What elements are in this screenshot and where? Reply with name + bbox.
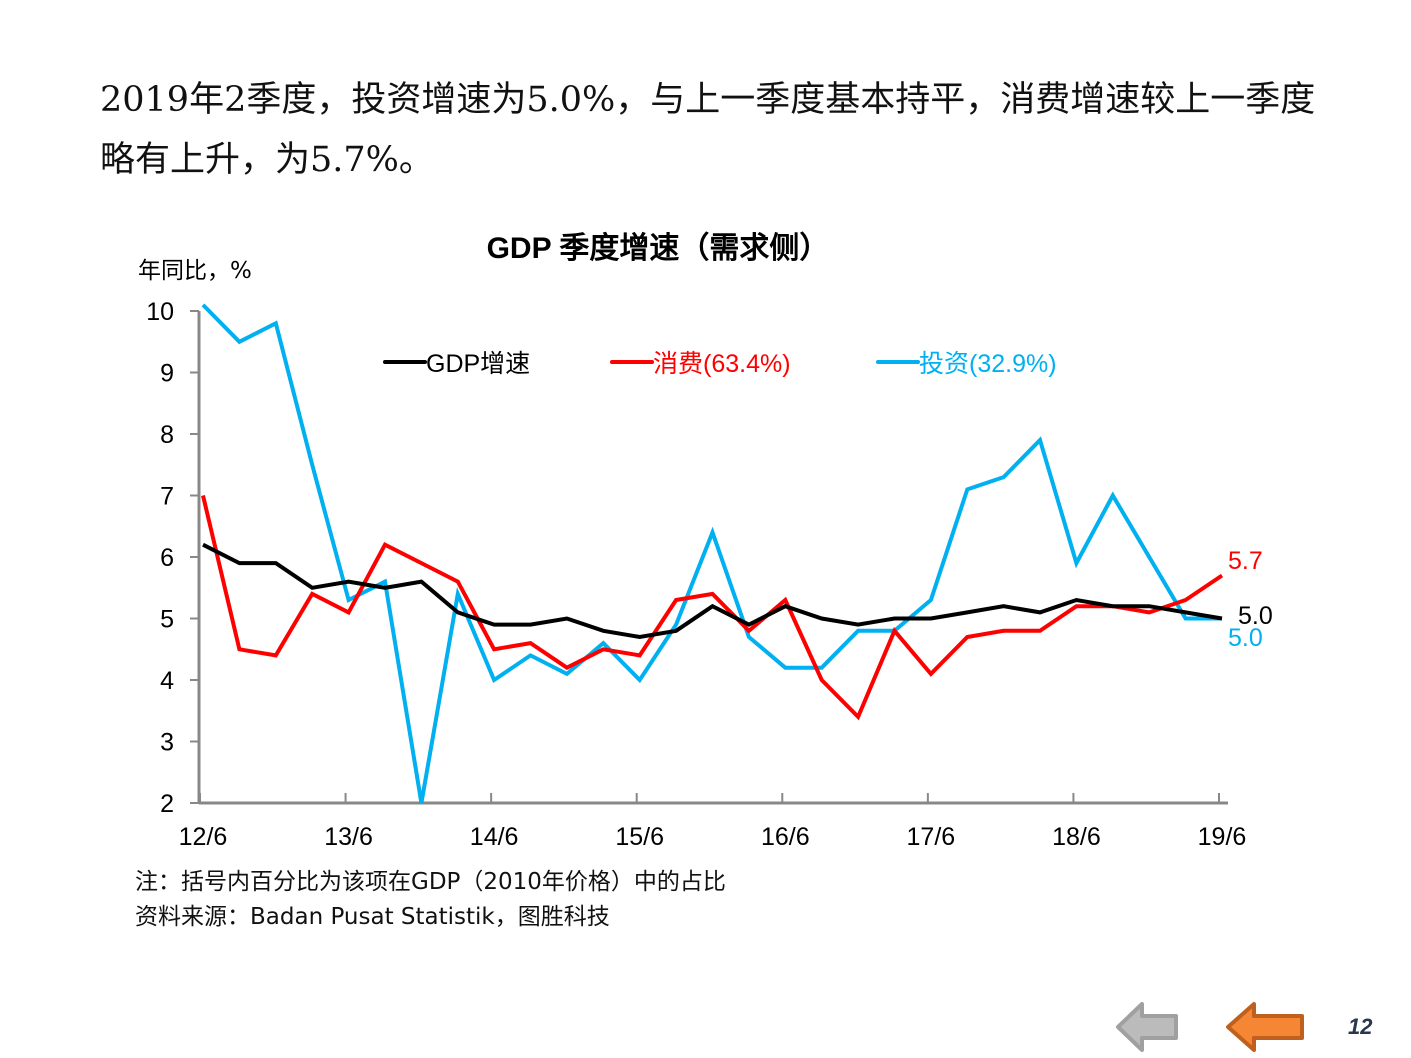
y-tick-label: 4: [160, 667, 174, 695]
series-line-1: [201, 495, 1224, 721]
legend-label: 投资(32.9%): [919, 350, 1057, 378]
end-value-label: 5.0: [1238, 602, 1273, 630]
back-arrow-icon: [1116, 1002, 1178, 1052]
x-tick-label: 17/6: [907, 823, 956, 851]
y-tick-label: 6: [160, 544, 174, 572]
x-tick-label: 19/6: [1198, 823, 1247, 851]
chart: GDP 季度增速（需求侧） 年同比，% 2 3 4 5 6 7 8 9 10 12/6 13/6 14…: [138, 231, 1273, 851]
x-tick-label: 13/6: [324, 823, 373, 851]
y-tick-label: 8: [160, 421, 174, 449]
source-note: 资料来源：Badan Pusat Statistik，图胜科技: [135, 904, 610, 930]
page-number: 12: [1348, 1014, 1373, 1039]
chart-title: GDP 季度增速（需求侧）: [487, 231, 830, 265]
y-tick-label: 7: [160, 483, 174, 511]
x-tick-label: 12/6: [179, 823, 228, 851]
x-tick-label: 14/6: [470, 823, 519, 851]
return-arrow-button[interactable]: [1222, 998, 1307, 1056]
series-line-0: [202, 542, 1223, 640]
back-arrow-button[interactable]: [1112, 998, 1182, 1056]
legend-label: 消费(63.4%): [653, 350, 791, 378]
footnote: 注：括号内百分比为该项在GDP（2010年价格）中的占比: [135, 869, 726, 895]
x-tick-label: 16/6: [761, 823, 810, 851]
x-tick-label: 15/6: [615, 823, 664, 851]
return-arrow-icon: [1226, 1002, 1304, 1052]
legend-label: GDP增速: [426, 350, 530, 378]
series-line-2: [201, 303, 1222, 804]
end-value-label: 5.0: [1228, 624, 1263, 652]
headline: 2019年2季度，投资增速为5.0%，与上一季度基本持平，消费增速较上一季度略有…: [100, 80, 1316, 180]
y-axis-label: 年同比，%: [138, 258, 252, 284]
end-value-label: 5.7: [1228, 547, 1263, 575]
y-tick-label: 5: [160, 606, 174, 634]
x-tick-label: 18/6: [1052, 823, 1101, 851]
y-tick-label: 2: [160, 790, 174, 818]
y-tick-label: 9: [160, 360, 174, 388]
y-tick-label: 3: [160, 729, 174, 757]
y-tick-label: 10: [146, 298, 174, 326]
